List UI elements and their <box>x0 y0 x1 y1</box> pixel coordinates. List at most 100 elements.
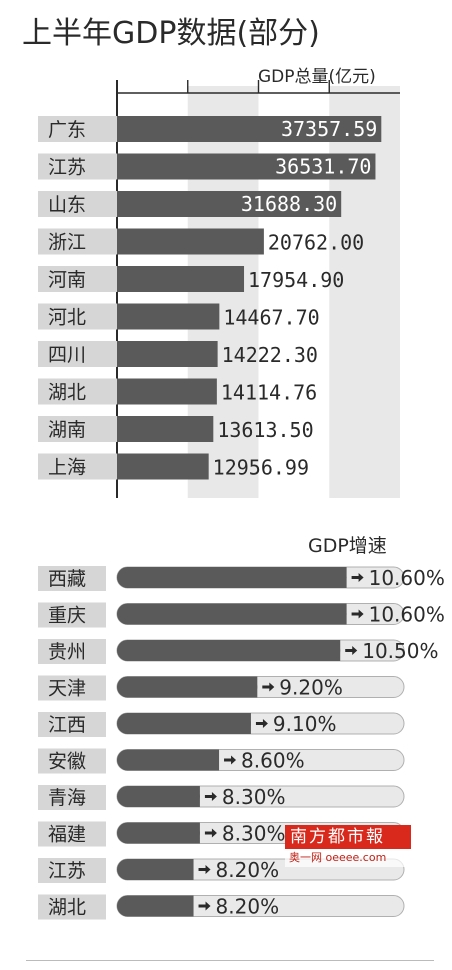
right-arrow-icon <box>255 719 268 728</box>
growth-value-label: 10.60% <box>369 566 445 590</box>
gdp-value-label: 31688.30 <box>241 192 337 216</box>
gdp-value-label: 14467.70 <box>223 306 319 330</box>
gdp-label-box <box>38 453 117 480</box>
growth-bar <box>117 640 341 661</box>
growth-bar-end <box>172 895 194 917</box>
growth-value-label: 8.20% <box>216 858 280 882</box>
right-arrow-icon <box>351 573 364 582</box>
growth-bar-end <box>325 567 347 588</box>
gdp-bar <box>117 153 376 180</box>
right-arrow-icon <box>351 609 364 619</box>
gdp-bar <box>117 116 382 142</box>
gdp-unit-label: GDP总量(亿元) <box>258 67 376 87</box>
gdp-province-label: 山东 <box>48 194 86 216</box>
gdp-value-label: 17954.90 <box>248 268 344 292</box>
growth-value-label: 9.10% <box>273 712 337 736</box>
gdp-bar <box>117 228 264 255</box>
gdp-bar <box>117 191 342 217</box>
watermark-logo: 南方都市報 奥一网 oeeee.com <box>285 825 411 875</box>
gdp-province-label: 四川 <box>48 344 86 366</box>
growth-bar-end <box>198 749 220 771</box>
gdp-label-box <box>38 153 117 180</box>
growth-value-label: 8.30% <box>222 785 286 809</box>
growth-label-box <box>38 675 106 701</box>
growth-label-box <box>38 712 106 737</box>
growth-bar-end <box>319 640 341 661</box>
gdp-label-box <box>38 378 117 405</box>
growth-province-label: 江西 <box>48 714 86 736</box>
gdp-province-label: 湖北 <box>48 382 86 404</box>
watermark-brand: 南方都市報 <box>285 825 411 849</box>
growth-value-label: 10.50% <box>362 639 438 663</box>
gdp-bar <box>117 341 218 367</box>
gdp-value-label: 14222.30 <box>222 343 318 367</box>
bottom-divider <box>26 960 434 961</box>
growth-bar <box>117 749 220 771</box>
gdp-bar <box>117 378 217 405</box>
right-arrow-icon <box>198 865 211 874</box>
growth-unit-label: GDP增速 <box>308 535 387 557</box>
gdp-value-label: 13613.50 <box>217 418 313 442</box>
growth-label-box <box>38 566 106 591</box>
growth-bar <box>117 676 258 698</box>
growth-value-label: 8.30% <box>222 822 286 846</box>
growth-label-box <box>38 894 106 920</box>
gdp-label-box <box>38 116 117 142</box>
right-arrow-icon <box>345 646 358 655</box>
growth-bar-end <box>178 786 200 807</box>
gdp-label-box <box>38 303 117 330</box>
right-arrow-icon <box>262 682 275 692</box>
growth-label-box <box>38 858 106 883</box>
gdp-province-label: 河南 <box>48 269 86 291</box>
gdp-value-label: 37357.59 <box>281 117 377 141</box>
growth-bar-end <box>178 822 200 844</box>
growth-label-box <box>38 748 106 774</box>
gdp-value-label: 36531.70 <box>275 155 371 179</box>
growth-province-label: 天津 <box>48 678 86 700</box>
grid-band-2 <box>329 86 400 498</box>
gdp-province-label: 河北 <box>48 307 86 329</box>
gdp-bar <box>117 303 220 330</box>
growth-value-label: 8.20% <box>216 895 280 919</box>
growth-province-label: 福建 <box>48 824 86 846</box>
growth-bar-end <box>325 603 347 625</box>
gdp-bar <box>117 266 245 292</box>
growth-label-box <box>38 785 106 810</box>
growth-label-box <box>38 639 106 664</box>
gdp-province-label: 广东 <box>48 119 86 141</box>
growth-province-label: 湖北 <box>48 897 86 919</box>
growth-province-label: 安徽 <box>48 751 86 773</box>
gdp-label-box <box>38 416 117 442</box>
chart-title: 上半年GDP数据(部分) <box>22 16 320 51</box>
growth-value-label: 8.60% <box>241 749 305 773</box>
growth-bar-end <box>172 859 194 880</box>
gdp-province-label: 江苏 <box>48 157 86 179</box>
gdp-value-label: 14114.76 <box>221 381 317 405</box>
right-arrow-icon <box>198 901 211 911</box>
growth-value-label: 9.20% <box>279 676 343 700</box>
gdp-value-label: 20762.00 <box>268 231 364 255</box>
growth-bar-end <box>229 713 251 734</box>
growth-label-box <box>38 821 106 847</box>
gdp-bar <box>117 416 214 442</box>
gdp-label-box <box>38 341 117 367</box>
growth-province-label: 贵州 <box>48 641 86 663</box>
growth-province-label: 江苏 <box>48 860 86 882</box>
watermark-site: 奥一网 oeeee.com <box>285 849 411 867</box>
growth-province-label: 西藏 <box>48 568 86 590</box>
gdp-bar <box>117 453 209 480</box>
growth-province-label: 青海 <box>48 787 86 809</box>
right-arrow-icon <box>204 792 217 801</box>
gdp-value-label: 12956.99 <box>213 456 309 480</box>
right-arrow-icon <box>224 755 237 765</box>
gdp-label-box <box>38 266 117 292</box>
growth-bar <box>117 567 347 588</box>
gdp-province-label: 湖南 <box>48 419 86 441</box>
growth-value-label: 10.60% <box>369 603 445 627</box>
growth-bar <box>117 713 251 734</box>
growth-label-box <box>38 602 106 628</box>
gdp-label-box <box>38 228 117 255</box>
right-arrow-icon <box>204 828 217 838</box>
growth-bar <box>117 603 347 625</box>
